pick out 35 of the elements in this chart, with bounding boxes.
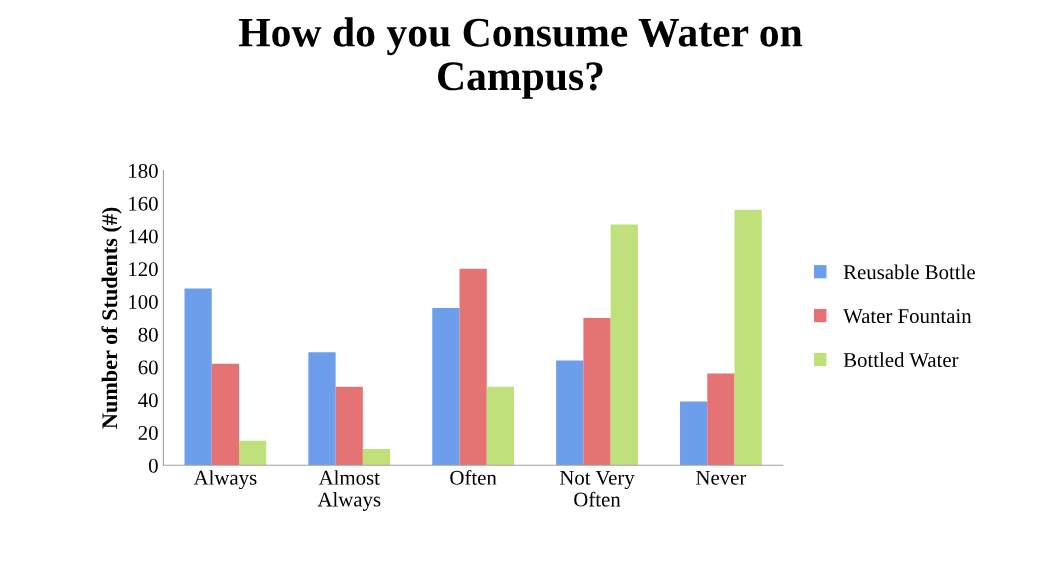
legend-label: Bottled Water <box>843 352 959 368</box>
bar <box>680 401 708 466</box>
bar <box>432 308 460 466</box>
x-tick-label: Never <box>696 470 747 485</box>
legend-label: Reusable Bottle <box>843 264 975 280</box>
bar <box>459 268 487 466</box>
y-tick-label: 60 <box>138 360 158 375</box>
y-tick-label: 0 <box>148 458 158 473</box>
y-tick-label: 100 <box>129 294 158 309</box>
y-tick-label: 140 <box>129 229 158 244</box>
bar <box>707 373 735 466</box>
x-tick-label: Not Very Often <box>559 470 635 507</box>
y-tick-label: 120 <box>129 262 158 277</box>
y-axis-title: Number of Students (#) <box>101 207 122 429</box>
x-tick-label: Always <box>193 470 257 490</box>
legend-label: Water Fountain <box>843 309 972 324</box>
bar <box>362 448 391 466</box>
bar <box>308 352 336 466</box>
chart-title: How do you Consume Water on Campus? <box>238 17 803 99</box>
bar <box>211 363 239 466</box>
bar <box>486 386 515 466</box>
bar <box>734 209 762 466</box>
y-tick-label: 40 <box>138 393 158 408</box>
bar <box>583 317 611 466</box>
bar <box>335 386 363 466</box>
bar <box>556 360 584 466</box>
y-tick-label: 80 <box>138 327 158 342</box>
bar <box>610 224 638 466</box>
y-tick-label: 180 <box>129 163 158 178</box>
bar <box>184 288 212 466</box>
y-tick-label: 20 <box>138 425 158 440</box>
x-tick-label: Often <box>450 469 497 485</box>
y-tick-label: 160 <box>129 196 158 211</box>
x-tick-label: Almost Always <box>317 470 381 511</box>
bar <box>239 440 267 466</box>
